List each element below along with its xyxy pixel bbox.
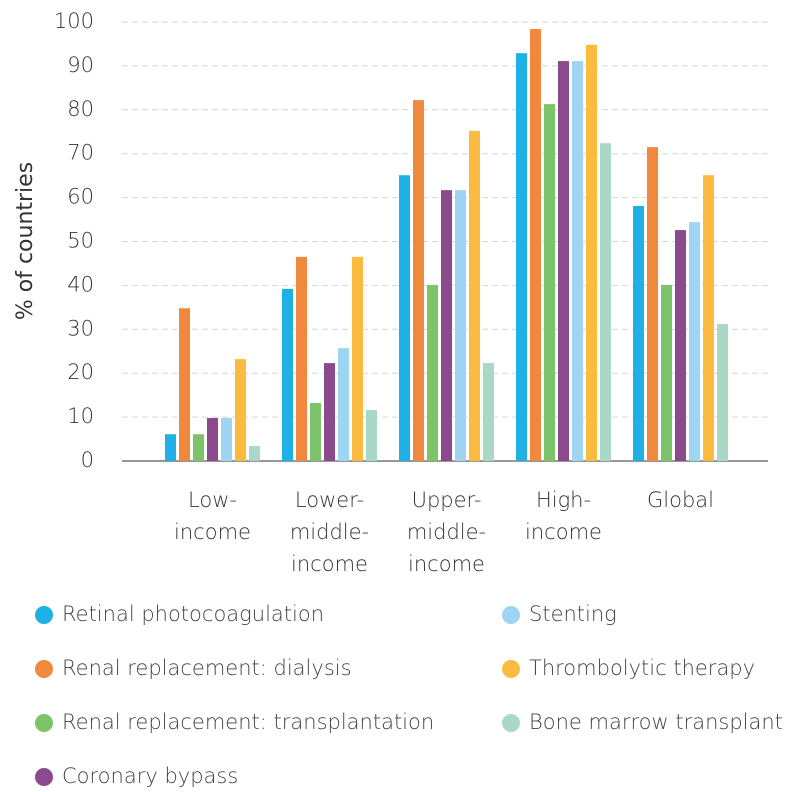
- y-tick-label: 0: [81, 448, 94, 472]
- y-tick-label: 70: [67, 141, 94, 165]
- bar: [703, 175, 714, 461]
- bar: [647, 147, 658, 462]
- bar: [179, 308, 190, 461]
- legend-label: Renal replacement: dialysis: [62, 656, 352, 680]
- y-tick-label: 80: [67, 97, 94, 121]
- legend-swatch: [35, 714, 53, 732]
- bar: [441, 190, 452, 461]
- bar: [352, 256, 363, 461]
- bar: [455, 190, 466, 461]
- bar: [413, 100, 424, 461]
- legend-swatch: [35, 660, 53, 678]
- y-tick-label: 10: [67, 404, 94, 428]
- bar: [689, 222, 700, 461]
- x-tick-label: Global: [647, 488, 714, 512]
- bar: [544, 104, 555, 461]
- bar: [324, 363, 335, 461]
- legend-swatch: [502, 660, 520, 678]
- bar: [399, 175, 410, 461]
- bar: [530, 29, 541, 462]
- y-tick-label: 100: [54, 9, 94, 33]
- bar: [338, 348, 349, 461]
- bar: [572, 61, 583, 462]
- bar: [675, 230, 686, 461]
- bar: [235, 359, 246, 461]
- legend-label: Retinal photocoagulation: [62, 602, 324, 626]
- bar: [207, 417, 218, 461]
- bar: [221, 417, 232, 461]
- bar: [296, 256, 307, 461]
- legend-label: Renal replacement: transplantation: [62, 710, 434, 734]
- bar: [516, 53, 527, 461]
- legend-swatch: [35, 768, 53, 786]
- legend-label: Thrombolytic therapy: [529, 656, 755, 680]
- bar: [717, 324, 728, 461]
- legend-swatch: [35, 606, 53, 624]
- bar: [282, 288, 293, 461]
- bar: [469, 130, 480, 461]
- y-axis-label: % of countries: [13, 162, 38, 320]
- bar: [366, 410, 377, 461]
- x-tick-label: High-income: [525, 488, 602, 544]
- bar: [165, 434, 176, 461]
- y-tick-label: 20: [67, 360, 94, 384]
- y-tick-label: 40: [67, 272, 94, 296]
- y-tick-label: 90: [67, 53, 94, 77]
- x-tick-label: Low-income: [174, 488, 251, 544]
- y-tick-label: 50: [67, 229, 94, 253]
- bar: [310, 403, 321, 461]
- legend-label: Coronary bypass: [62, 764, 238, 788]
- legend-swatch: [502, 714, 520, 732]
- y-tick-label: 30: [67, 316, 94, 340]
- bar: [427, 284, 438, 461]
- bar: [483, 363, 494, 461]
- bar: [633, 205, 644, 461]
- legend-label: Bone marrow transplant: [529, 710, 783, 734]
- bar: [661, 284, 672, 461]
- x-tick-label: Lower-middle-income: [289, 488, 370, 576]
- bar: [249, 446, 260, 461]
- x-tick-label: Upper-middle-income: [406, 488, 487, 576]
- y-tick-label: 60: [67, 185, 94, 209]
- legend-swatch: [502, 606, 520, 624]
- legend-label: Stenting: [529, 602, 617, 626]
- bar: [586, 44, 597, 461]
- bar: [558, 61, 569, 462]
- bar: [193, 434, 204, 461]
- bar: [600, 143, 611, 461]
